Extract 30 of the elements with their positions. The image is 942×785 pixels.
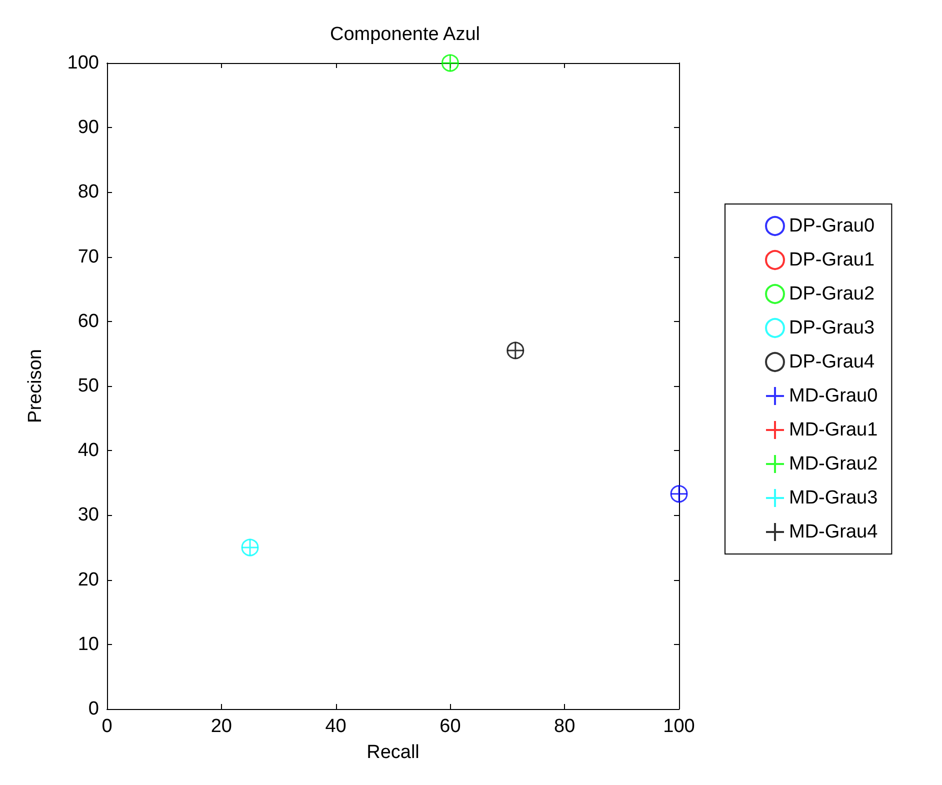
y-tick-label: 40: [78, 440, 99, 462]
legend-label: MD-Grau4: [789, 522, 878, 542]
y-tick-label: 30: [78, 504, 99, 526]
x-tick-label: 40: [325, 716, 346, 737]
legend-label: MD-Grau2: [789, 454, 878, 474]
chart-title: Componente Azul: [330, 24, 480, 45]
y-axis-title: Precison: [25, 349, 46, 423]
x-tick-label: 20: [210, 716, 232, 737]
legend-label: DP-Grau2: [789, 284, 875, 304]
y-tick-label: 80: [78, 182, 99, 203]
y-tick-label: 50: [78, 376, 99, 396]
legend-label: DP-Grau3: [789, 318, 875, 338]
x-tick-label: 0: [102, 716, 112, 737]
x-tick-label: 80: [554, 716, 576, 737]
legend-label: MD-Grau0: [789, 386, 878, 406]
legend-label: DP-Grau1: [789, 250, 875, 270]
y-tick-label: 0: [88, 698, 99, 720]
x-tick-label: 100: [663, 716, 695, 737]
y-tick-label: 100: [67, 52, 99, 74]
legend-label: MD-Grau1: [789, 420, 878, 440]
y-tick-label: 90: [78, 117, 99, 138]
y-tick-label: 20: [78, 569, 99, 590]
legend-label: DP-Grau0: [789, 216, 875, 236]
x-axis-title: Recall: [366, 742, 420, 763]
y-tick-label: 70: [78, 246, 99, 268]
x-tick-label: 60: [440, 716, 461, 737]
legend-label: DP-Grau4: [789, 352, 875, 372]
y-tick-label: 60: [78, 310, 99, 332]
legend-label: MD-Grau3: [789, 488, 878, 508]
y-tick-label: 10: [78, 634, 99, 655]
